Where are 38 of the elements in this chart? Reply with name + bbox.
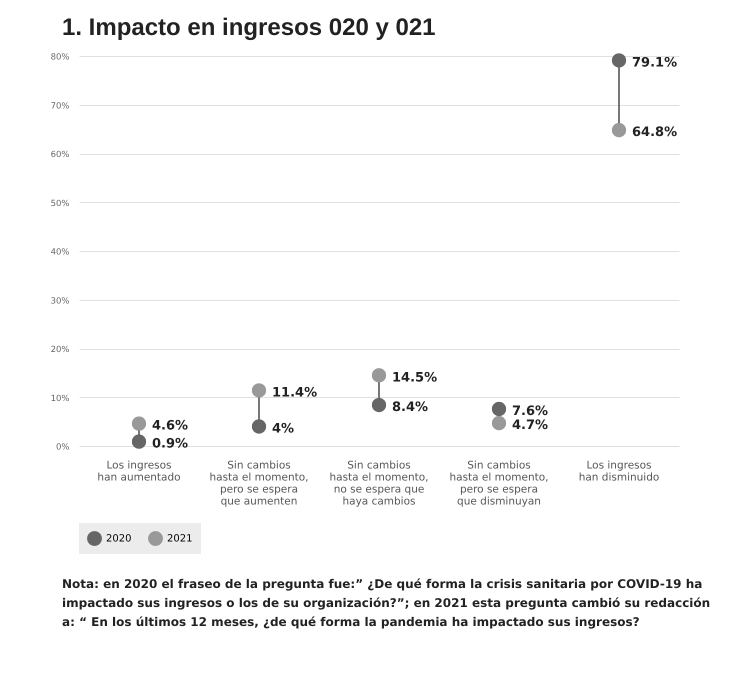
y-tick-label: 80% bbox=[50, 52, 70, 62]
y-tick-label: 0% bbox=[56, 442, 70, 452]
x-tick-label: Sin cambios hasta el momento, pero se espera que disminuyan bbox=[449, 460, 549, 508]
chart-title: 1. Impacto en ingresos 020 y 021 bbox=[62, 14, 437, 42]
legend-label: 2021 bbox=[167, 534, 192, 545]
y-tick-label: 40% bbox=[50, 248, 70, 258]
data-label: 14.5% bbox=[392, 370, 438, 386]
data-label: 64.8% bbox=[632, 125, 678, 140]
data-label: 4.6% bbox=[152, 418, 188, 434]
legend-label: 2020 bbox=[106, 534, 132, 545]
point bbox=[252, 383, 266, 398]
x-tick-label: Los ingresos han aumentado bbox=[97, 460, 181, 484]
point bbox=[372, 368, 386, 382]
point bbox=[612, 53, 626, 68]
y-tick-label: 50% bbox=[50, 198, 70, 209]
data-label: 4% bbox=[272, 422, 294, 436]
point bbox=[612, 123, 626, 138]
data-label: 7.6% bbox=[512, 404, 548, 419]
y-tick-label: 70% bbox=[50, 101, 70, 112]
data-label: 79.1% bbox=[632, 55, 678, 70]
data-label: 4.7% bbox=[512, 418, 548, 434]
data-label: 8.4% bbox=[392, 400, 428, 416]
y-tick-label: 20% bbox=[50, 345, 70, 355]
point bbox=[132, 434, 146, 449]
point bbox=[492, 402, 506, 416]
point bbox=[372, 398, 386, 412]
point bbox=[132, 416, 146, 431]
data-label: 11.4% bbox=[272, 385, 318, 400]
y-tick-label: 30% bbox=[50, 296, 70, 306]
y-tick-label: 10% bbox=[50, 394, 70, 404]
x-tick-label: Los ingresos han disminuido bbox=[578, 460, 660, 484]
y-tick-label: 60% bbox=[50, 150, 70, 160]
x-tick-label: Sin cambios hasta el momento, no se espera que haya cambios bbox=[329, 460, 429, 508]
point bbox=[252, 419, 266, 434]
data-label: 0.9% bbox=[152, 436, 188, 452]
x-tick-label: Sin cambios hasta el momento, pero se espera que aumenten bbox=[209, 460, 309, 508]
text: Nota: en 2020 el fraseo de la pregunta fue:” ¿De qué forma la crisis sanitaria por COVID-19 ha impactado sus ingresos o los de su organización?”; en 2021 esta pregunta cambió su redacción a: “ En los últimos 12 meses, ¿de qué forma la pandemia ha impactado sus ingresos? bbox=[62, 576, 712, 631]
point bbox=[492, 416, 506, 430]
